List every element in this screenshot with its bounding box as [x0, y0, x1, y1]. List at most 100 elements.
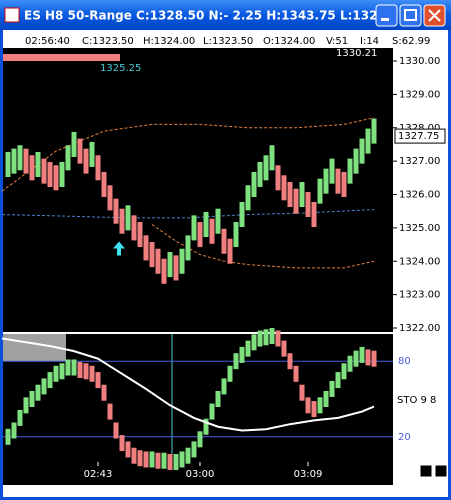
stoch-bar	[5, 428, 11, 445]
price-bar	[209, 218, 215, 244]
price-bar	[65, 145, 71, 171]
stoch-bar	[365, 349, 371, 366]
stoch-bar	[371, 350, 377, 367]
stoch-bar	[179, 451, 185, 468]
price-bar	[263, 155, 269, 181]
stoch-bar	[65, 359, 71, 376]
stoch-bar	[59, 363, 65, 380]
info-field: L:1323.50	[203, 36, 253, 47]
stoch-bar	[107, 403, 113, 420]
price-bar	[35, 151, 41, 177]
marker-arrow	[113, 241, 125, 256]
price-bar	[317, 178, 323, 204]
panel-button[interactable]	[419, 464, 433, 478]
price-bar	[197, 222, 203, 248]
stoch-bar	[341, 363, 347, 380]
stoch-bar	[167, 454, 173, 470]
price-bar	[233, 222, 239, 248]
price-bar	[17, 145, 23, 171]
progress-strip	[3, 54, 120, 61]
price-bar	[305, 191, 311, 218]
stoch-bar	[29, 391, 35, 407]
price-bar	[347, 158, 353, 184]
price-bar	[257, 161, 263, 187]
price-bar	[227, 238, 233, 264]
stoch-bar	[101, 384, 107, 401]
stoch-bar	[359, 346, 365, 363]
maximize-glyph	[404, 9, 417, 21]
y-tick-label: 1322.00	[399, 323, 440, 334]
stoch-bar	[47, 372, 53, 389]
y-tick-label: 1329.00	[399, 89, 440, 100]
app-icon	[4, 7, 20, 23]
price-bar	[287, 181, 293, 208]
price-bar	[275, 165, 281, 191]
level-label: 20	[398, 432, 411, 443]
maximize-button[interactable]	[399, 4, 422, 27]
price-bar	[215, 208, 221, 234]
level-label: 80	[398, 356, 411, 367]
stoch-bar	[149, 451, 155, 468]
stoch-bar	[35, 384, 41, 401]
price-bar	[89, 141, 95, 167]
price-bar	[251, 171, 257, 198]
stoch-bar	[131, 447, 137, 464]
price-bar	[161, 258, 167, 284]
price-bar	[137, 222, 143, 248]
stoch-bar	[143, 451, 149, 468]
stoch-bar	[293, 365, 299, 382]
price-bar	[155, 248, 161, 274]
stoch-bar	[221, 378, 227, 395]
price-bar	[173, 255, 179, 281]
price-bar	[41, 158, 47, 184]
price-bar	[125, 205, 131, 231]
price-bar	[239, 202, 245, 228]
price-bar	[11, 148, 17, 174]
minimize-button[interactable]	[375, 4, 398, 27]
price-bar	[59, 161, 65, 187]
stoch-bar	[245, 340, 251, 357]
price-bar	[293, 188, 299, 214]
stoch-bar	[311, 401, 317, 418]
price-bar	[77, 138, 83, 164]
price-bar	[113, 198, 119, 224]
panel-button[interactable]	[434, 464, 448, 478]
price-bar	[311, 202, 317, 228]
price-bar	[167, 252, 173, 278]
price-bar	[359, 138, 365, 164]
time-label: 03:09	[294, 469, 323, 480]
price-bar	[95, 155, 101, 181]
y-tick-label: 1323.00	[399, 290, 440, 301]
price-bar	[221, 228, 227, 254]
time-axis	[3, 462, 393, 485]
stoch-bar	[317, 397, 323, 414]
stoch-bar	[119, 435, 125, 452]
stoch-bar	[251, 334, 257, 351]
stoch-bar	[41, 378, 47, 395]
info-field: I:14	[360, 36, 379, 47]
price-bar	[83, 148, 89, 174]
y-tick-label: 1328.00	[399, 123, 440, 134]
stoch-bar	[299, 384, 305, 401]
price-bar	[47, 161, 53, 187]
window-title: ES H8 50-Range C:1328.50 N:- 2.25 H:1343…	[24, 9, 391, 23]
price-bar	[335, 168, 341, 194]
stoch-label: STO 9 8	[397, 395, 436, 406]
info-field: H:1324.00	[143, 36, 195, 47]
last-price-box	[394, 128, 446, 144]
stoch-d-line	[1, 337, 375, 432]
price-bar	[143, 235, 149, 261]
price-bar	[185, 235, 191, 261]
stoch-bar	[353, 350, 359, 367]
stoch-bar	[215, 391, 221, 407]
top-label: 1330.21	[336, 48, 377, 59]
info-field: S:62.99	[392, 36, 430, 47]
stoch-bar	[113, 422, 119, 439]
time-label: 03:00	[186, 469, 215, 480]
stoch-bar	[185, 447, 191, 464]
price-bar	[191, 215, 197, 241]
stoch-bar	[323, 391, 329, 407]
stoch-bar	[137, 450, 143, 467]
info-field: V:51	[326, 36, 348, 47]
y-tick-label: 1324.00	[399, 256, 440, 267]
